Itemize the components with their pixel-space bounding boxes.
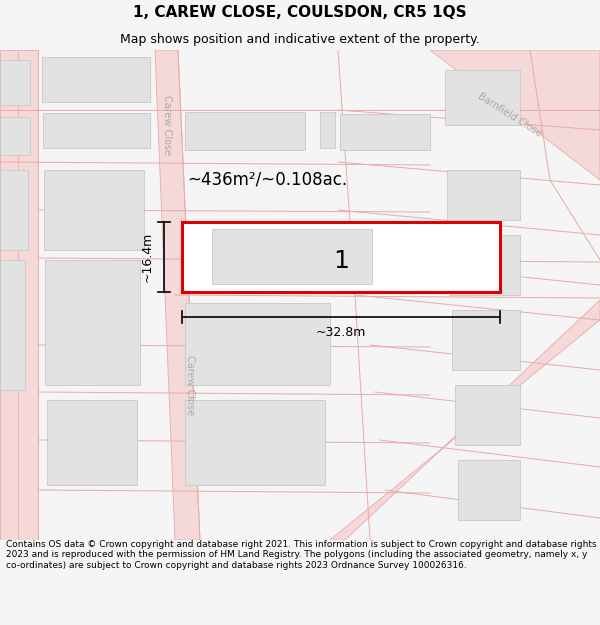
Bar	[182, 222, 500, 292]
Bar	[212, 229, 372, 284]
Text: ~32.8m: ~32.8m	[316, 326, 366, 339]
Text: Barnfield Close: Barnfield Close	[476, 91, 544, 139]
Bar	[447, 170, 520, 220]
Text: 1, CAREW CLOSE, COULSDON, CR5 1QS: 1, CAREW CLOSE, COULSDON, CR5 1QS	[133, 5, 467, 20]
Bar	[458, 460, 520, 520]
Bar	[449, 235, 520, 295]
Bar	[45, 260, 140, 385]
Text: ~16.4m: ~16.4m	[141, 232, 154, 282]
Text: Carew Close: Carew Close	[185, 355, 195, 415]
Text: ~436m²/~0.108ac.: ~436m²/~0.108ac.	[187, 171, 347, 189]
Text: Contains OS data © Crown copyright and database right 2021. This information is : Contains OS data © Crown copyright and d…	[6, 540, 596, 570]
Bar	[42, 57, 150, 102]
Bar	[43, 113, 150, 148]
Bar	[0, 117, 30, 155]
Bar	[455, 385, 520, 445]
Bar	[47, 400, 137, 485]
Text: Carew Close: Carew Close	[162, 95, 172, 155]
Bar	[44, 170, 144, 250]
Text: Map shows position and indicative extent of the property.: Map shows position and indicative extent…	[120, 32, 480, 46]
Polygon shape	[155, 50, 200, 540]
Bar	[185, 303, 330, 385]
Polygon shape	[330, 300, 600, 540]
Bar	[0, 260, 25, 390]
Bar	[445, 70, 520, 125]
Polygon shape	[430, 50, 600, 180]
Bar	[452, 310, 520, 370]
Bar	[320, 112, 335, 148]
Polygon shape	[0, 50, 38, 540]
Bar	[0, 60, 30, 105]
Bar	[185, 112, 305, 150]
Bar	[340, 114, 430, 150]
Bar	[0, 170, 28, 250]
Bar	[185, 400, 325, 485]
Text: 1: 1	[333, 249, 349, 272]
